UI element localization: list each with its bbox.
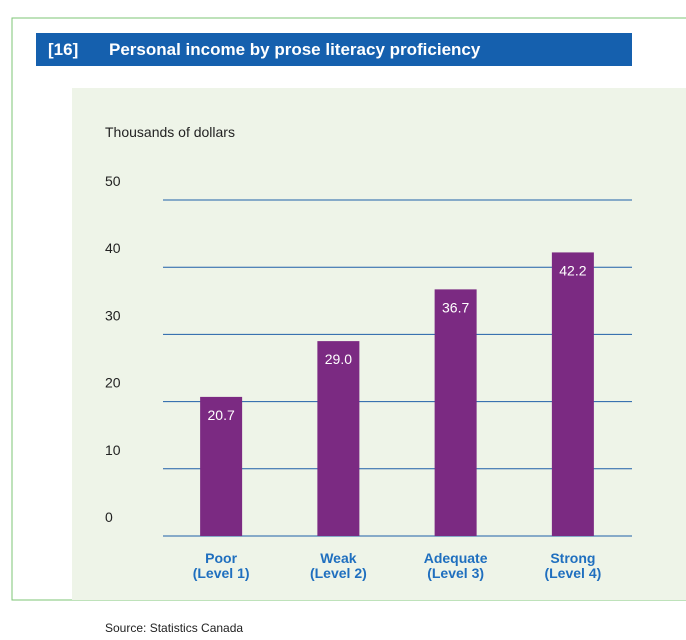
panel: [72, 88, 686, 600]
x-tick-label: Strong (Level 4): [544, 550, 602, 581]
value-label: 36.7: [442, 299, 469, 315]
y-tick-label: 50: [105, 173, 121, 189]
bar: [200, 396, 243, 536]
bar: [551, 252, 594, 536]
y-axis-label: Thousands of dollars: [105, 124, 235, 140]
x-tick-label: Adequate (Level 3): [423, 550, 488, 581]
x-tick-label: Poor (Level 1): [192, 550, 250, 581]
y-tick-label: 10: [105, 442, 121, 458]
value-label: 20.7: [208, 407, 235, 423]
y-tick-label: 20: [105, 375, 121, 391]
source: Source: Statistics Canada: [105, 621, 243, 635]
chart-number: [16]: [48, 40, 78, 59]
x-tick-label: Weak (Level 2): [309, 550, 367, 581]
bar: [434, 289, 477, 536]
y-tick-label: 30: [105, 307, 121, 323]
bar: [317, 341, 360, 536]
y-tick-label: 40: [105, 240, 121, 256]
header-bar: [36, 33, 632, 66]
y-tick-label: 0: [105, 509, 113, 525]
value-label: 29.0: [325, 351, 352, 367]
chart-title: Personal income by prose literacy profic…: [109, 40, 481, 59]
value-label: 42.2: [559, 262, 586, 278]
